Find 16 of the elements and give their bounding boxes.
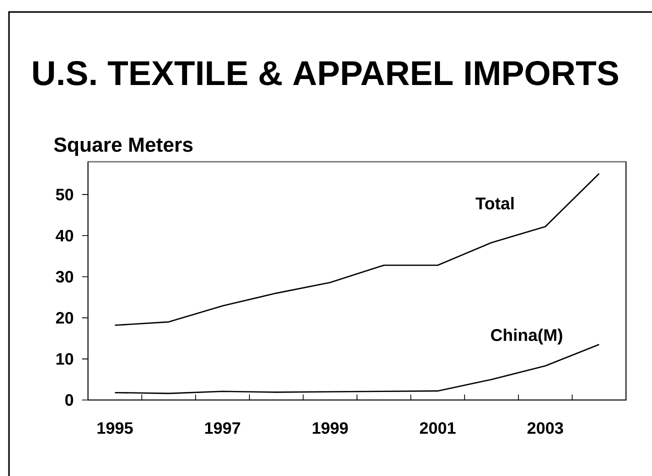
series-label: China(M) xyxy=(491,328,562,344)
x-tick-label: 2001 xyxy=(420,422,456,434)
y-tick-label: 10 xyxy=(56,353,74,365)
x-tick-label: 2003 xyxy=(528,422,564,434)
x-tick-label: 1997 xyxy=(205,422,240,434)
y-axis-title: Square Meters xyxy=(54,138,193,156)
x-tick-label: 1995 xyxy=(98,422,133,434)
line-series xyxy=(114,172,600,326)
series-label: Total xyxy=(476,196,514,210)
y-tick-label: 40 xyxy=(56,230,74,242)
x-tick-label: 1999 xyxy=(312,422,348,434)
y-tick-label: 0 xyxy=(65,394,74,406)
chart-title: U.S. TEXTILE & APPAREL IMPORTS xyxy=(33,61,618,86)
y-tick-label: 50 xyxy=(56,188,74,200)
y-tick-label: 30 xyxy=(56,270,74,283)
y-tick-label: 20 xyxy=(56,312,74,324)
